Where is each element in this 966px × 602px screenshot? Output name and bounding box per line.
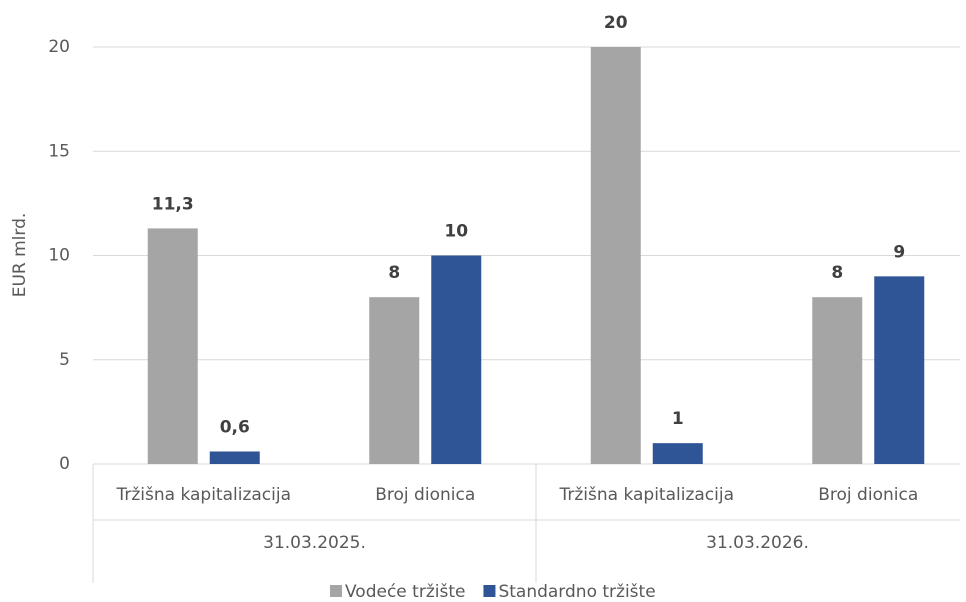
y-tick-label: 20 [48, 37, 70, 57]
x-tick-label: Tržišna kapitalizacija [558, 485, 734, 505]
bar [369, 297, 420, 464]
value-label: 0,6 [220, 417, 250, 437]
group-label: 31.03.2025. [263, 533, 366, 553]
value-label: 10 [444, 222, 468, 242]
value-label: 8 [388, 263, 400, 283]
legend-swatch [483, 585, 496, 597]
bar [874, 276, 925, 464]
y-tick-label: 0 [59, 454, 70, 474]
y-axis-label: EUR mlrd. [10, 213, 30, 298]
value-label: 8 [831, 263, 843, 283]
value-label: 9 [893, 242, 905, 262]
bar [812, 297, 863, 464]
x-tick-label: Broj dionica [375, 485, 475, 505]
value-label: 1 [672, 409, 684, 429]
bar [147, 228, 198, 464]
x-tick-label: Tržišna kapitalizacija [115, 485, 291, 505]
group-label: 31.03.2026. [706, 533, 809, 553]
legend-label: Standardno tržište [498, 582, 655, 602]
value-label: 20 [604, 13, 628, 33]
bar [652, 443, 703, 464]
y-tick-label: 15 [48, 141, 70, 161]
bar [431, 255, 482, 464]
bar [209, 451, 260, 464]
y-tick-label: 10 [48, 246, 70, 266]
x-tick-label: Broj dionica [818, 485, 918, 505]
y-tick-label: 5 [59, 350, 70, 370]
bar [590, 47, 641, 464]
value-label: 11,3 [152, 194, 194, 214]
legend-label: Vodeće tržište [345, 582, 465, 602]
legend-swatch [330, 585, 342, 597]
